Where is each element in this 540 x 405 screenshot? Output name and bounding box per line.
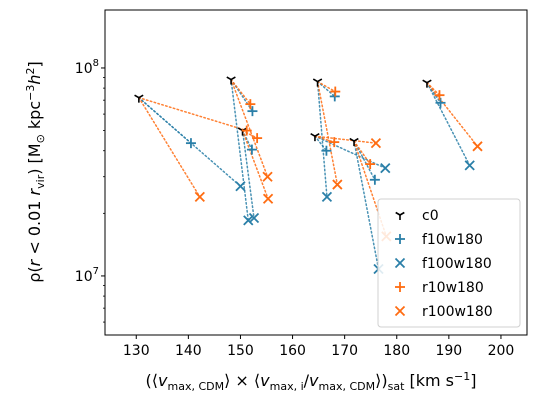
legend-marker — [394, 305, 406, 317]
connection-line — [241, 129, 258, 139]
data-point-f10w180 — [321, 145, 332, 156]
data-point-c0 — [226, 76, 236, 85]
x-tick-label: 130 — [123, 343, 150, 359]
connection-line — [138, 96, 242, 187]
data-point-f100w180 — [243, 215, 254, 226]
data-point-f100w180 — [248, 212, 260, 224]
connection-line — [241, 129, 255, 219]
connection-line — [314, 135, 377, 144]
plot-frame — [104, 9, 528, 336]
data-point-r100w180 — [370, 138, 382, 149]
data-point-c0 — [310, 132, 320, 142]
data-point-r10w180 — [434, 90, 445, 101]
connection-line — [426, 81, 479, 148]
y-tick-label: 108 — [75, 58, 99, 77]
x-tick-label: 170 — [331, 343, 358, 359]
data-point-f10w180 — [435, 97, 446, 108]
data-point-r10w180 — [330, 86, 341, 97]
connection-line — [316, 80, 339, 186]
data-point-r10w180 — [241, 125, 252, 136]
legend-box — [377, 198, 521, 328]
connection-line — [426, 81, 441, 96]
data-point-f100w180 — [235, 181, 246, 192]
legend-marker — [395, 282, 405, 292]
data-point-r100w180 — [262, 171, 273, 182]
data-point-c0 — [312, 78, 323, 87]
data-point-f10w180 — [185, 138, 196, 149]
legend-marker — [395, 211, 405, 220]
connection-line — [353, 140, 371, 165]
connection-line — [138, 96, 192, 144]
data-point-c0 — [422, 79, 432, 88]
legend-label: f100w180 — [422, 256, 492, 272]
y-axis-ticks: 107 108 — [75, 58, 105, 323]
data-point-r10w180 — [252, 133, 263, 144]
x-tick-label: 180 — [383, 343, 410, 359]
data-point-c0 — [349, 137, 359, 147]
data-point-c0 — [134, 94, 144, 103]
legend-label: c0 — [422, 208, 439, 224]
legend: c0 f10w180 f100w180 r10w180 r100w180 — [377, 198, 521, 328]
x-tick-label: 160 — [279, 343, 306, 359]
data-point-r100w180 — [262, 193, 274, 204]
x-tick-label: 190 — [435, 343, 462, 359]
data-point-r100w180 — [472, 141, 483, 152]
data-point-f10w180 — [246, 144, 257, 155]
connection-line — [230, 78, 254, 112]
connection-line — [353, 140, 376, 181]
connection-line — [314, 135, 335, 143]
connection-line — [230, 78, 269, 178]
legend-label: r10w180 — [422, 280, 484, 296]
data-point-r100w180 — [332, 179, 343, 190]
x-tick-label: 140 — [175, 343, 202, 359]
connection-line — [314, 135, 387, 169]
x-axis-ticks: 130 140 150 160 170 180 190 200 — [123, 335, 514, 359]
data-point-r100w180 — [194, 191, 205, 203]
connection-line — [353, 140, 380, 270]
data-point-r10w180 — [329, 137, 340, 148]
connection-line — [314, 135, 328, 152]
connection-line — [138, 96, 201, 198]
x-tick-label: 150 — [227, 343, 254, 359]
connection-line — [230, 78, 250, 222]
data-point-f100w180 — [464, 160, 475, 171]
y-axis-label: ρ(r < 0.01 rvir) [M⊙ kpc−3h2] — [24, 61, 47, 282]
legend-marker — [394, 257, 406, 269]
connection-line — [426, 81, 471, 167]
connection-line — [138, 96, 248, 132]
connection-line — [241, 129, 269, 200]
connection-line — [230, 78, 252, 105]
x-tick-label: 200 — [488, 343, 515, 359]
connection-line — [316, 80, 337, 93]
x-axis-label: (⟨vmax, CDM⟩ × ⟨vmax, i/vmax, CDM⟩)sat [… — [146, 370, 477, 393]
legend-label: r100w180 — [422, 304, 493, 320]
data-point-r10w180 — [365, 159, 376, 170]
data-point-r10w180 — [245, 99, 256, 110]
legend-label: f10w180 — [422, 232, 483, 248]
data-point-f100w180 — [380, 162, 391, 174]
data-point-f100w180 — [321, 191, 333, 203]
y-tick-label: 107 — [75, 266, 99, 285]
data-point-f10w180 — [369, 174, 380, 185]
connection-line — [316, 80, 336, 98]
data-point-f10w180 — [247, 106, 258, 117]
legend-marker — [395, 234, 405, 244]
